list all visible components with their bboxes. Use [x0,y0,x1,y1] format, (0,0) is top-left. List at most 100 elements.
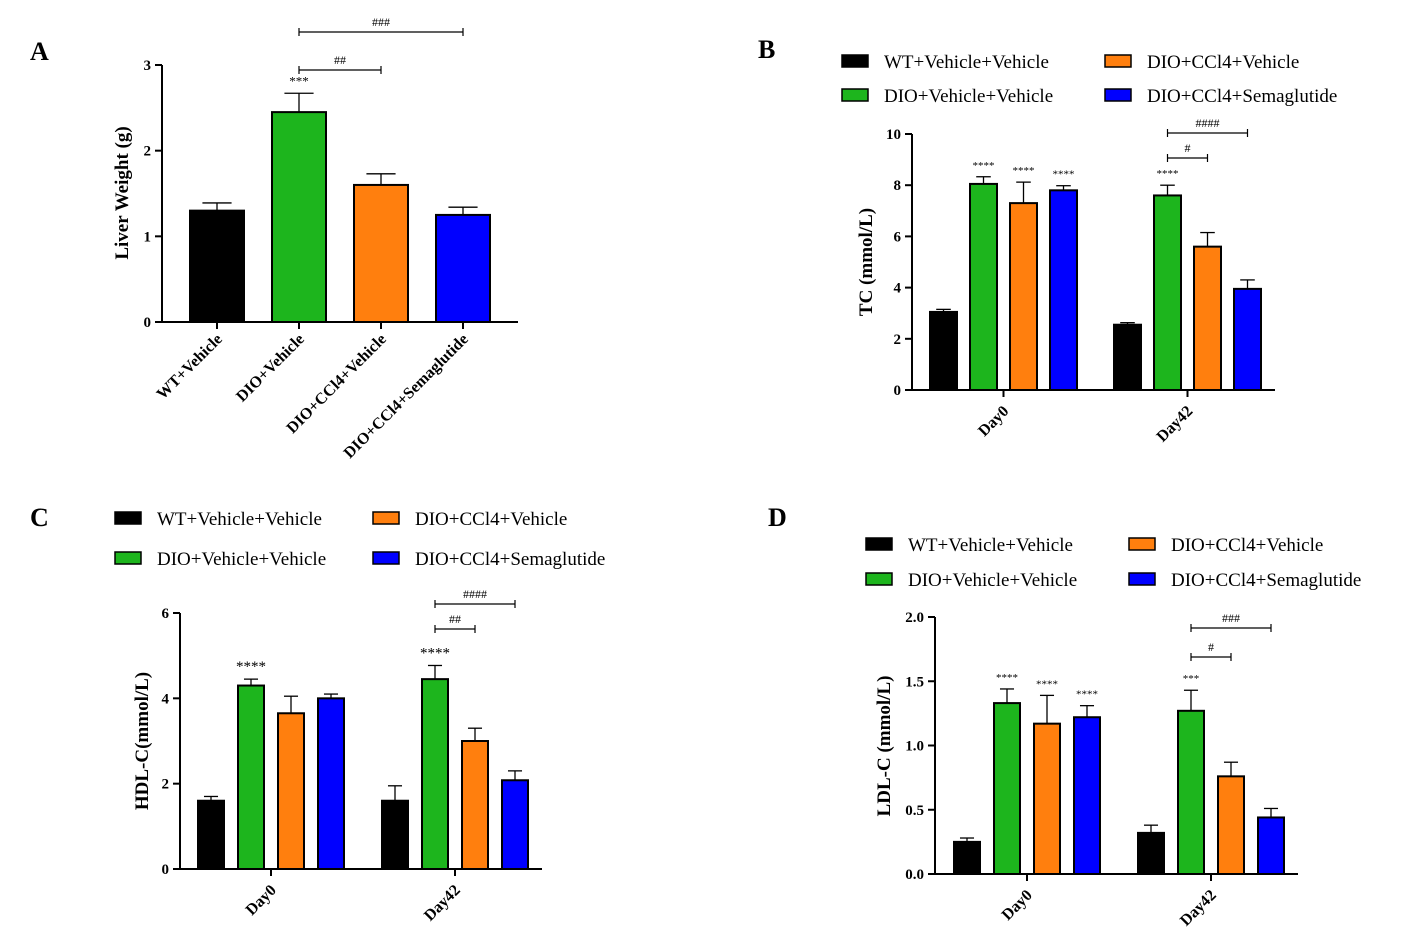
bar [1073,716,1101,875]
y-axis-label: HDL-C(mmol/L) [132,672,153,810]
bar [1113,323,1142,391]
comparison-label: ### [1222,611,1240,625]
bar [1177,709,1205,875]
comparison-label: ### [372,15,390,29]
panel-C: C HDL-C(mmol/L) **** **** ###### 0 2 4 6 Day0 Day4… [30,503,605,925]
y-axis-label: LDL-C (mmol/L) [874,676,895,817]
y-tick-label: 3 [144,58,152,74]
x-group-label: Day0 [975,403,1012,440]
bar [1009,202,1038,391]
y-tick-label: 1.0 [905,739,924,755]
legend-label: DIO+Vehicle+Vehicle [908,570,1077,591]
legend-label: DIO+Vehicle+Vehicle [884,86,1053,107]
bar [435,213,491,324]
legend-swatch [865,537,893,551]
bar [929,310,958,392]
bar [953,840,981,875]
comparison-label: # [1208,640,1214,654]
legend-swatch [114,511,142,525]
legend-swatch [114,551,142,565]
bar [1033,722,1061,876]
bar [1233,287,1262,392]
panel-letter: D [768,503,787,532]
bar [1137,831,1165,876]
significance-stars: **** [1036,678,1058,690]
x-category-label: DIO+Vehicle [233,331,308,406]
legend-label: WT+Vehicle+Vehicle [908,535,1073,556]
legend-label: DIO+Vehicle+Vehicle [157,549,326,570]
x-category-label: WT+Vehicle [154,331,226,403]
y-tick-label: 10 [886,127,901,143]
y-tick-label: 0 [162,862,170,878]
comparison-label: ## [334,53,346,67]
bar [461,740,489,870]
legend-label: DIO+CCl4+Vehicle [1171,535,1323,556]
bar [277,712,305,870]
legend-swatch [372,511,400,525]
panel-letter: A [30,37,49,66]
x-group-label: Day42 [1154,403,1197,446]
comparison-label: #### [463,587,487,601]
y-tick-label: 1 [144,229,152,245]
legend-swatch [1104,54,1132,68]
legend-label: DIO+CCl4+Semaglutide [1147,86,1337,107]
significance-stars: **** [973,160,995,172]
bar [271,111,327,323]
bar [317,697,345,870]
significance-stars: **** [1013,165,1035,177]
y-tick-label: 0.0 [905,867,924,883]
y-tick-label: 4 [894,281,902,297]
significance-stars: **** [1053,169,1075,181]
y-tick-label: 0 [894,383,902,399]
y-tick-label: 6 [894,229,902,245]
significance-stars: **** [1157,168,1179,180]
bar [1257,816,1285,876]
y-tick-label: 8 [894,178,902,194]
significance-stars: *** [1183,673,1200,685]
legend-label: DIO+CCl4+Vehicle [1147,52,1299,73]
y-tick-label: 2 [162,777,170,793]
bar [1153,194,1182,391]
y-tick-label: 2 [894,332,902,348]
y-tick-label: 6 [162,606,170,622]
legend-swatch [1104,88,1132,102]
y-tick-label: 0 [144,315,152,331]
legend-swatch [865,572,893,586]
bar [237,684,265,870]
legend-label: WT+Vehicle+Vehicle [884,52,1049,73]
legend-swatch [1128,537,1156,551]
legend-label: DIO+CCl4+Semaglutide [1171,570,1361,591]
bar [1217,775,1245,876]
bar [501,779,529,871]
y-tick-label: 2.0 [905,610,924,626]
y-tick-label: 1.5 [905,674,924,690]
y-tick-label: 2 [144,144,152,160]
panel-B: BTC (mmol/L)************ ****#####0246810… [758,35,1337,446]
y-axis-label: Liver Weight (g) [112,126,133,259]
significance-stars: *** [289,73,309,88]
legend-swatch [841,88,869,102]
comparison-label: ## [449,612,461,626]
significance-stars: **** [420,645,450,661]
x-group-label: Day0 [243,882,280,919]
bar [189,209,245,323]
legend-label: DIO+CCl4+Vehicle [415,509,567,530]
legend-label: WT+Vehicle+Vehicle [157,509,322,530]
significance-stars: **** [996,672,1018,684]
x-group-label: Day42 [421,882,464,925]
bar [353,183,409,323]
y-axis-label: TC (mmol/L) [856,208,877,316]
bar [197,799,225,871]
y-tick-label: 4 [162,691,170,707]
significance-stars: **** [1076,689,1098,701]
legend-swatch [841,54,869,68]
legend-label: DIO+CCl4+Semaglutide [415,549,605,570]
panel-letter: B [758,35,775,64]
bar [381,799,409,871]
comparison-label: # [1185,141,1191,155]
x-group-label: Day0 [999,887,1036,924]
comparison-label: #### [1196,116,1220,130]
